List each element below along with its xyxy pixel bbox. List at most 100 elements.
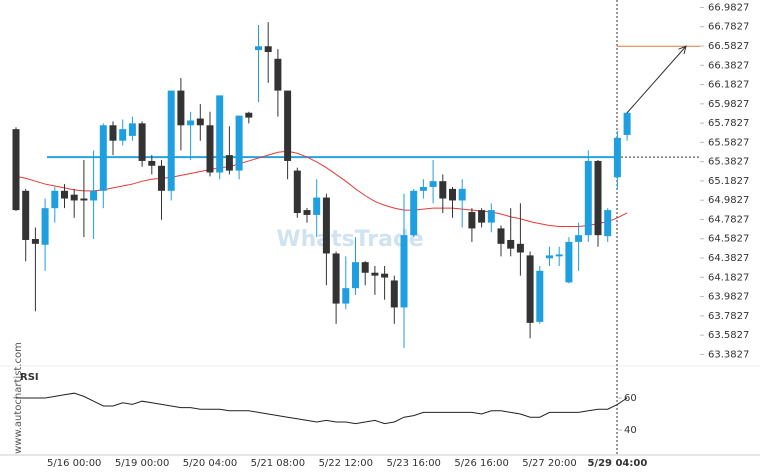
candle-body [478,210,486,223]
candle-body [80,198,88,201]
y-tick-label: 64.7827 [708,214,749,225]
y-tick-label: 63.9827 [708,292,749,303]
candle-body [322,197,330,254]
candle-body [623,112,631,135]
y-tick-label: 65.9827 [708,99,749,110]
candle-body [303,210,311,215]
candle-body [497,228,505,244]
candle-body [109,125,117,141]
candle-body [613,137,621,178]
x-tick-label: 5/16 00:00 [47,458,101,469]
watermark: WhatsTrade [276,227,423,252]
candle-body [419,186,427,191]
candle-body [410,190,418,236]
candle-body [536,270,544,322]
candle-body [594,160,602,236]
candle-body [274,58,282,91]
moving-average [15,150,628,227]
candle-body [90,190,98,201]
y-tick-label: 65.3827 [708,157,749,168]
candle-body [31,239,39,244]
candle-body [177,90,185,126]
y-tick-label: 63.5827 [708,330,749,341]
x-tick-label: 5/27 20:00 [522,458,576,469]
y-tick-label: 65.7827 [708,118,749,129]
candle-body [284,90,292,161]
candle-body [390,280,398,308]
candle-body [216,95,224,173]
x-tick-label: 5/29 04:00 [587,458,647,469]
y-tick-label: 64.3827 [708,253,749,264]
candle-body [119,129,127,141]
candle-body [546,255,553,259]
candle-body [61,190,68,199]
candle-body [12,129,20,211]
candle-body [381,273,389,278]
y-tick-label: 64.9827 [708,195,749,206]
rsi-line [16,392,628,425]
candle-body [128,123,136,136]
candle-body [235,115,243,171]
rsi-tick-label: 60 [624,393,637,404]
candle-body [516,243,524,253]
candle-body [565,241,573,283]
candle-body [158,165,165,191]
x-tick-label: 5/20 04:00 [183,458,237,469]
candle-body [371,272,379,276]
y-tick-label: 64.5827 [708,234,749,245]
x-tick-label: 5/23 16:00 [386,458,440,469]
y-tick-label: 63.3827 [708,349,749,360]
forecast-arrow [626,45,687,114]
y-tick-label: 64.1827 [708,272,749,283]
candle-body [206,125,214,173]
candle-body [148,160,156,166]
candle-body [99,125,107,191]
y-tick-label: 66.9827 [708,2,749,13]
candle-body [352,262,359,289]
x-tick-label: 5/26 16:00 [454,458,508,469]
candle-body [555,254,563,257]
candle-body [22,190,30,240]
y-tick-label: 66.3827 [708,60,749,71]
candle-body [439,181,447,199]
candle-body [245,112,253,118]
candle-body [293,170,301,213]
candle-body [468,212,476,229]
candle-body [138,123,146,161]
candle-body [575,235,583,242]
candle-body [526,255,534,323]
arrow-head [678,45,687,55]
candle-body [51,190,59,209]
candle-body [332,253,340,304]
x-tick-label: 5/21 08:00 [251,458,305,469]
y-tick-label: 66.7827 [708,22,749,33]
candle-body [487,210,495,223]
candle-body [255,46,262,51]
candle-body [584,160,592,236]
candle-body [70,194,78,201]
candle-body [507,239,515,249]
y-tick-label: 65.5827 [708,137,749,148]
candle-body [264,46,272,53]
candle-body [187,120,195,126]
candle-body [400,235,408,308]
candle-body [225,155,233,171]
x-tick-label: 5/22 12:00 [319,458,373,469]
x-tick-label: 5/19 00:00 [115,458,169,469]
candle-body [167,90,175,191]
y-tick-label: 66.5827 [708,41,749,52]
candle-body [458,188,466,201]
rsi-label: RSI [20,372,39,383]
candle-body [361,262,369,273]
candle-body [41,208,49,245]
candle-body [313,197,321,215]
candle-body [449,188,456,201]
rsi-tick-label: 40 [624,425,637,436]
y-tick-label: 63.7827 [708,311,749,322]
candle-body [196,118,204,126]
candle-body [429,181,437,187]
candle-body [604,210,612,237]
y-tick-label: 65.1827 [708,176,749,187]
candle-body [342,288,350,304]
